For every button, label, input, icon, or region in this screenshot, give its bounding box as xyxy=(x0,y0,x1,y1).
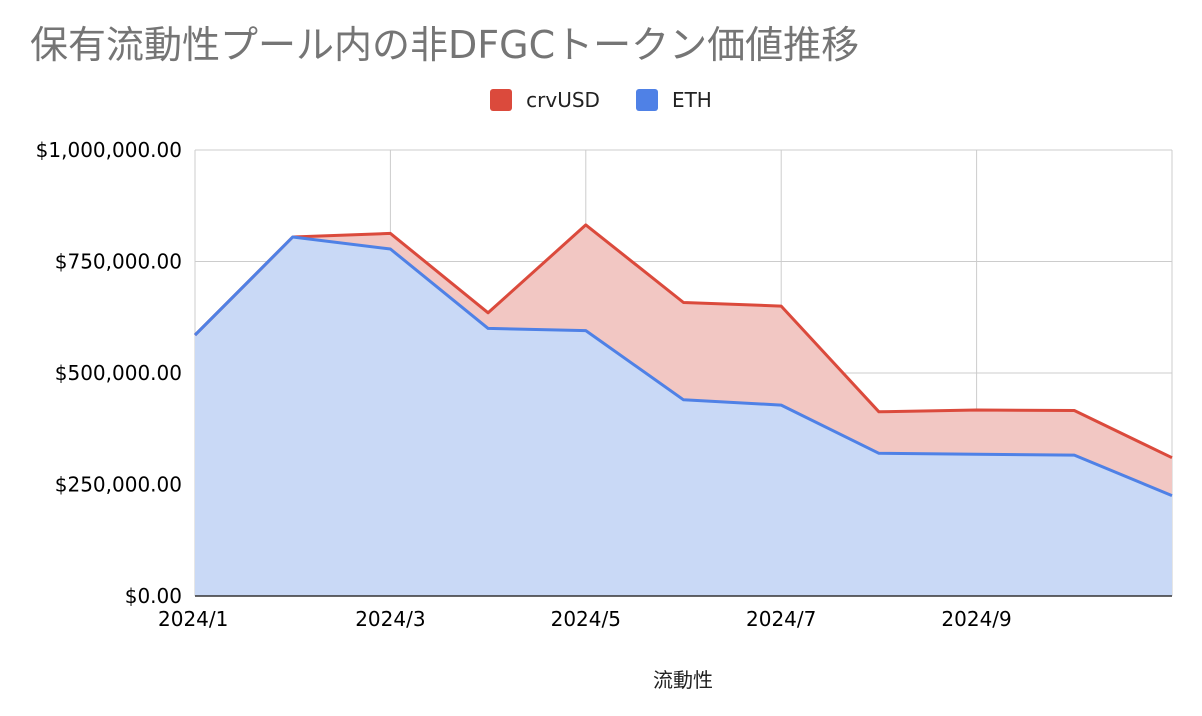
y-tick-label: $250,000.00 xyxy=(55,473,182,497)
legend-label-crvusd: crvUSD xyxy=(526,88,600,112)
x-tick-label: 2024/7 xyxy=(746,607,816,631)
x-axis-title: 流動性 xyxy=(653,668,713,692)
legend-swatch-eth xyxy=(635,89,658,111)
y-tick-label: $0.00 xyxy=(125,584,182,608)
x-tick-label: 2024/1 xyxy=(158,607,228,631)
legend-swatch-crvusd xyxy=(490,89,513,111)
chart-title: 保有流動性プール内の非DFGCトークン価値推移 xyxy=(30,23,860,67)
series-area-crvusd xyxy=(195,224,1172,496)
legend-label-eth: ETH xyxy=(671,88,712,112)
legend-item-eth[interactable]: ETH xyxy=(635,88,712,112)
series-area-eth xyxy=(195,237,1172,596)
legend-item-crvusd[interactable]: crvUSD xyxy=(490,88,600,112)
series-line-crvusd xyxy=(193,223,1173,460)
x-tick-label: 2024/5 xyxy=(551,607,621,631)
y-tick-label: $500,000.00 xyxy=(55,361,182,385)
series-line-eth xyxy=(193,235,1173,497)
y-tick-label: $1,000,000.00 xyxy=(36,138,182,162)
legend: crvUSD ETH xyxy=(0,88,1202,112)
y-tick-label: $750,000.00 xyxy=(55,250,182,274)
x-tick-label: 2024/3 xyxy=(355,607,425,631)
x-tick-label: 2024/9 xyxy=(941,607,1011,631)
